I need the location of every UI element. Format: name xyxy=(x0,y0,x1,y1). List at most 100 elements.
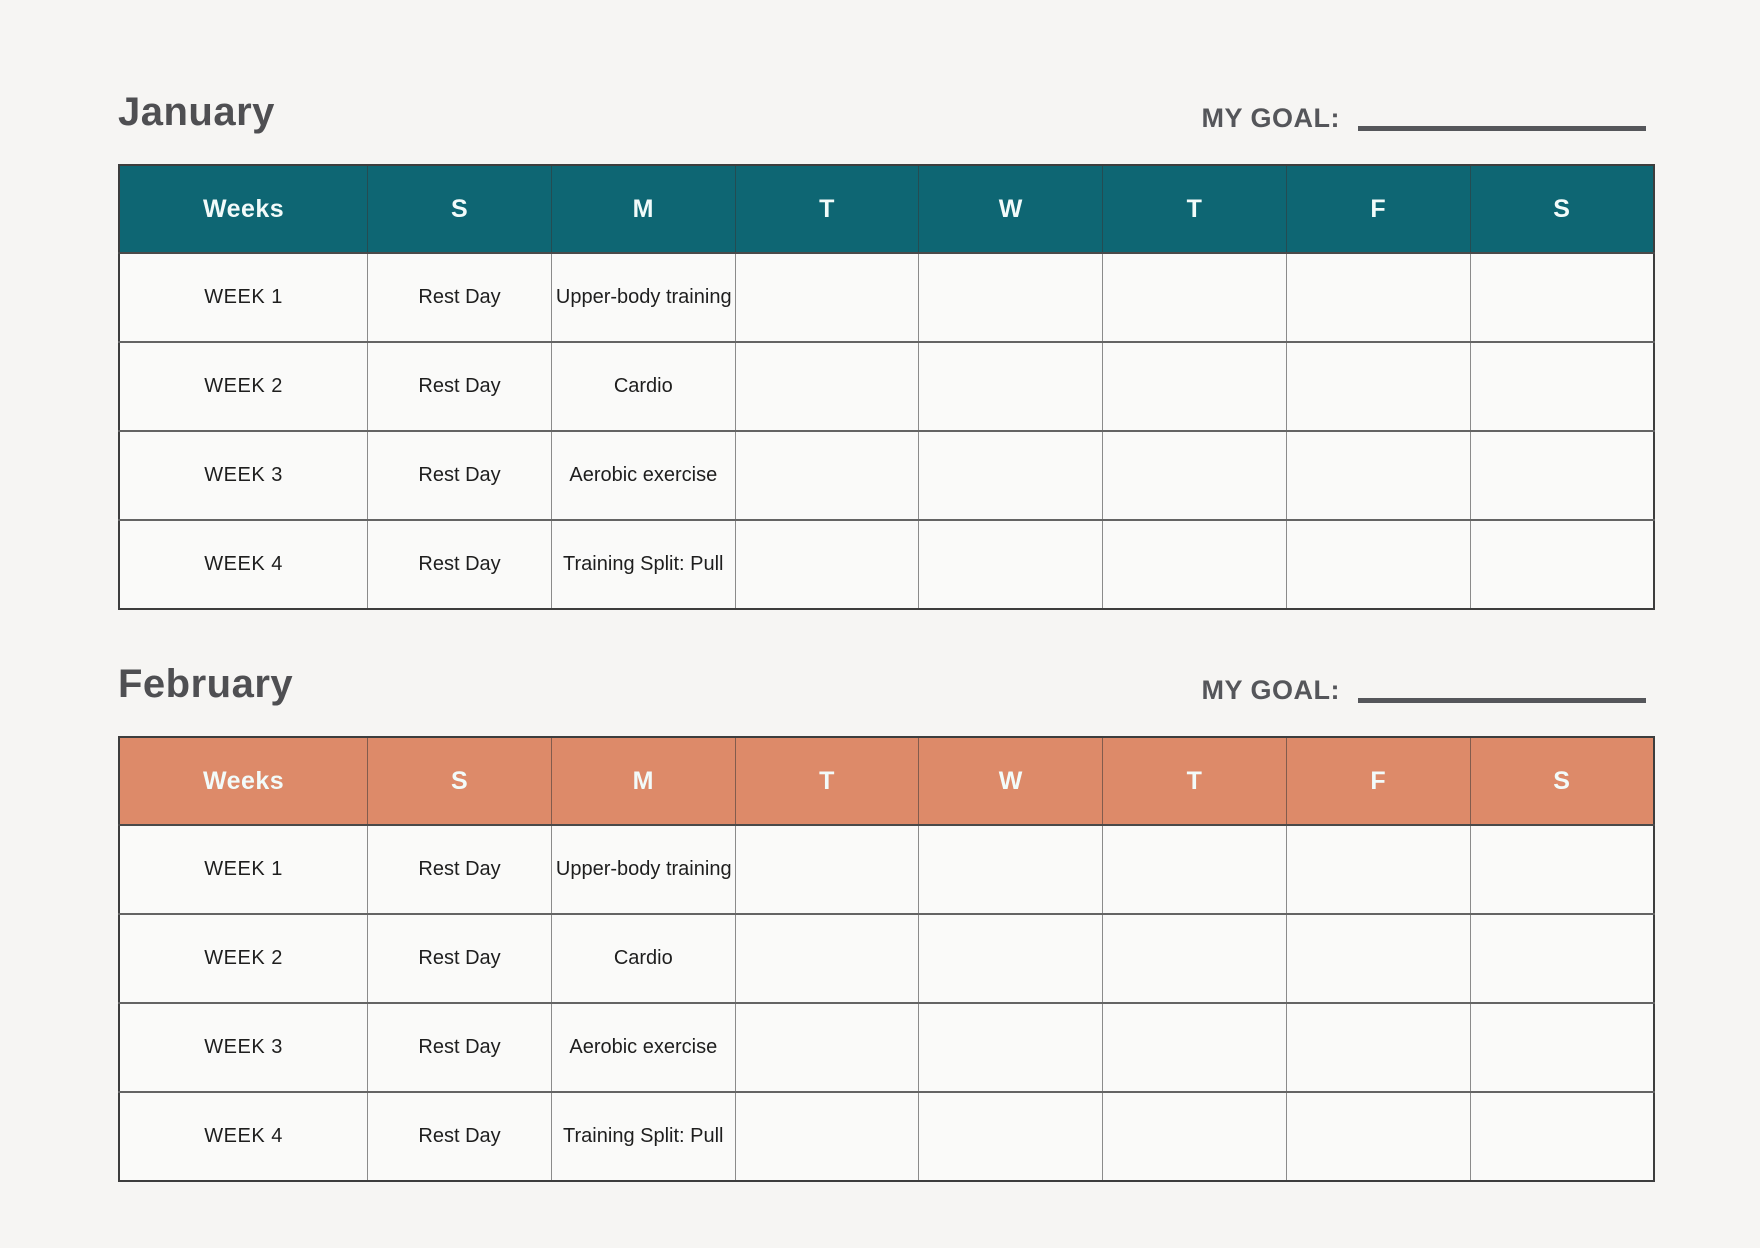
column-header-weeks: Weeks xyxy=(119,737,368,826)
activity-cell: Upper-body training xyxy=(550,253,736,342)
empty-day-cell xyxy=(734,913,919,1003)
goal-blank-line xyxy=(1358,698,1646,703)
column-header-monday: M xyxy=(550,165,736,254)
activity-cell: Rest Day xyxy=(367,1002,552,1092)
empty-day-cell xyxy=(1102,430,1287,520)
goal-row: MY GOAL: xyxy=(1202,105,1656,134)
empty-day-cell xyxy=(1469,341,1654,431)
column-header-thursday: T xyxy=(1102,165,1287,254)
empty-day-cell xyxy=(1285,825,1471,914)
schedule-table-january: Weeks S M T W T F S WEEK 1 Rest Day Uppe… xyxy=(118,164,1655,610)
activity-cell: Rest Day xyxy=(367,519,552,609)
empty-day-cell xyxy=(918,253,1103,342)
table-row: WEEK 1 Rest Day Upper-body training xyxy=(119,253,1654,342)
empty-day-cell xyxy=(1469,1002,1654,1092)
column-header-sunday: S xyxy=(367,165,552,254)
column-header-thursday: T xyxy=(1102,737,1287,826)
empty-day-cell xyxy=(918,430,1103,520)
activity-cell: Cardio xyxy=(550,913,736,1003)
empty-day-cell xyxy=(734,825,919,914)
column-header-wednesday: W xyxy=(918,737,1103,826)
empty-day-cell xyxy=(1469,825,1654,914)
table-row: WEEK 3 Rest Day Aerobic exercise xyxy=(119,1002,1654,1092)
empty-day-cell xyxy=(734,341,919,431)
activity-cell: Rest Day xyxy=(367,913,552,1003)
column-header-weeks: Weeks xyxy=(119,165,368,254)
month-title: January xyxy=(118,90,275,134)
week-label-cell: WEEK 2 xyxy=(119,341,368,431)
week-label-cell: WEEK 3 xyxy=(119,430,368,520)
empty-day-cell xyxy=(1285,913,1471,1003)
activity-cell: Rest Day xyxy=(367,253,552,342)
goal-blank-line xyxy=(1358,126,1646,131)
column-header-sunday: S xyxy=(367,737,552,826)
column-header-tuesday: T xyxy=(734,165,919,254)
empty-day-cell xyxy=(1469,253,1654,342)
table-header-row: Weeks S M T W T F S xyxy=(119,165,1654,254)
week-label-cell: WEEK 4 xyxy=(119,519,368,609)
table-row: WEEK 2 Rest Day Cardio xyxy=(119,341,1654,431)
empty-day-cell xyxy=(734,1002,919,1092)
activity-cell: Training Split: Pull xyxy=(550,1091,736,1181)
activity-cell: Aerobic exercise xyxy=(550,430,736,520)
empty-day-cell xyxy=(1285,430,1471,520)
empty-day-cell xyxy=(1102,1091,1287,1181)
column-header-tuesday: T xyxy=(734,737,919,826)
activity-cell: Rest Day xyxy=(367,430,552,520)
empty-day-cell xyxy=(1102,341,1287,431)
table-row: WEEK 4 Rest Day Training Split: Pull xyxy=(119,1091,1654,1181)
empty-day-cell xyxy=(1102,253,1287,342)
empty-day-cell xyxy=(1285,519,1471,609)
empty-day-cell xyxy=(1469,1091,1654,1181)
empty-day-cell xyxy=(734,253,919,342)
table-header-row: Weeks S M T W T F S xyxy=(119,737,1654,826)
goal-label: MY GOAL: xyxy=(1201,675,1340,705)
week-label-cell: WEEK 4 xyxy=(119,1091,368,1181)
goal-row: MY GOAL: xyxy=(1202,677,1656,706)
empty-day-cell xyxy=(1469,430,1654,520)
week-label-cell: WEEK 1 xyxy=(119,253,368,342)
empty-day-cell xyxy=(1102,519,1287,609)
activity-cell: Rest Day xyxy=(367,825,552,914)
empty-day-cell xyxy=(1285,1002,1471,1092)
activity-cell: Rest Day xyxy=(367,341,552,431)
month-section-february: February MY GOAL: Weeks S M T W T F S xyxy=(118,662,1655,1182)
empty-day-cell xyxy=(918,913,1103,1003)
table-row: WEEK 4 Rest Day Training Split: Pull xyxy=(119,519,1654,609)
month-header: February MY GOAL: xyxy=(118,662,1655,706)
empty-day-cell xyxy=(918,1002,1103,1092)
empty-day-cell xyxy=(734,519,919,609)
week-label-cell: WEEK 1 xyxy=(119,825,368,914)
column-header-wednesday: W xyxy=(918,165,1103,254)
table-row: WEEK 3 Rest Day Aerobic exercise xyxy=(119,430,1654,520)
empty-day-cell xyxy=(1469,519,1654,609)
empty-day-cell xyxy=(918,1091,1103,1181)
table-row: WEEK 1 Rest Day Upper-body training xyxy=(119,825,1654,914)
table-row: WEEK 2 Rest Day Cardio xyxy=(119,913,1654,1003)
activity-cell: Upper-body training xyxy=(550,825,736,914)
activity-cell: Rest Day xyxy=(367,1091,552,1181)
empty-day-cell xyxy=(1285,253,1471,342)
empty-day-cell xyxy=(1285,341,1471,431)
month-title: February xyxy=(118,662,294,706)
empty-day-cell xyxy=(1285,1091,1471,1181)
activity-cell: Training Split: Pull xyxy=(550,519,736,609)
empty-day-cell xyxy=(918,341,1103,431)
activity-cell: Aerobic exercise xyxy=(550,1002,736,1092)
empty-day-cell xyxy=(918,519,1103,609)
empty-day-cell xyxy=(1102,1002,1287,1092)
week-label-cell: WEEK 2 xyxy=(119,913,368,1003)
empty-day-cell xyxy=(734,430,919,520)
empty-day-cell xyxy=(734,1091,919,1181)
goal-label: MY GOAL: xyxy=(1201,103,1340,133)
empty-day-cell xyxy=(918,825,1103,914)
month-section-january: January MY GOAL: Weeks S M T W T F S xyxy=(118,90,1655,610)
column-header-friday: F xyxy=(1285,737,1471,826)
week-label-cell: WEEK 3 xyxy=(119,1002,368,1092)
empty-day-cell xyxy=(1102,825,1287,914)
month-header: January MY GOAL: xyxy=(118,90,1655,134)
column-header-friday: F xyxy=(1285,165,1471,254)
column-header-saturday: S xyxy=(1469,165,1654,254)
empty-day-cell xyxy=(1102,913,1287,1003)
empty-day-cell xyxy=(1469,913,1654,1003)
